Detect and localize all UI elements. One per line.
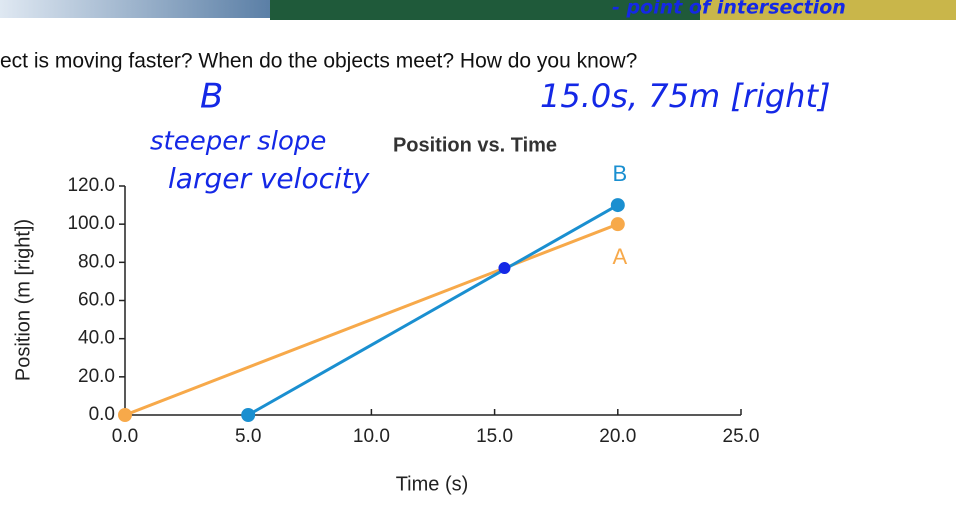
header-band <box>270 0 700 20</box>
y-tick-label: 120.0 <box>67 175 115 196</box>
data-point <box>610 217 625 232</box>
handwritten-note: B <box>200 77 223 117</box>
handwritten-note: larger velocity <box>168 162 370 195</box>
x-axis-label: Time (s) <box>396 473 469 495</box>
data-point <box>241 408 256 422</box>
question-text: ect is moving faster? When do the object… <box>0 50 637 73</box>
y-tick-label: 40.0 <box>78 328 115 349</box>
y-axis-label: Position (m [right]) <box>12 219 34 381</box>
series-line <box>124 222 619 417</box>
x-tick-label: 0.0 <box>112 426 138 447</box>
series-line <box>247 203 619 417</box>
header-image <box>700 0 956 20</box>
y-tick-label: 60.0 <box>78 290 115 311</box>
y-tick-label: 20.0 <box>78 366 115 387</box>
handwritten-note: 15.0s, 75m [right] <box>540 77 830 115</box>
y-tick-label: 80.0 <box>78 251 115 272</box>
x-tick-label: 15.0 <box>476 426 513 447</box>
y-tick-label: 100.0 <box>67 213 115 234</box>
x-tick-label: 20.0 <box>599 426 636 447</box>
x-tick-label: 5.0 <box>235 426 261 447</box>
handwritten-note: - point of intersection <box>612 0 846 19</box>
intersection-point <box>498 262 511 275</box>
header-band <box>0 0 270 18</box>
x-tick-label: 10.0 <box>353 426 390 447</box>
x-tick-label: 25.0 <box>723 426 760 447</box>
handwritten-note: steeper slope <box>150 127 326 157</box>
data-point <box>610 198 625 213</box>
data-point <box>118 408 132 422</box>
series-label: B <box>612 161 627 186</box>
series-label: A <box>612 244 627 269</box>
chart-title: Position vs. Time <box>393 134 557 156</box>
y-tick-label: 0.0 <box>89 404 115 425</box>
